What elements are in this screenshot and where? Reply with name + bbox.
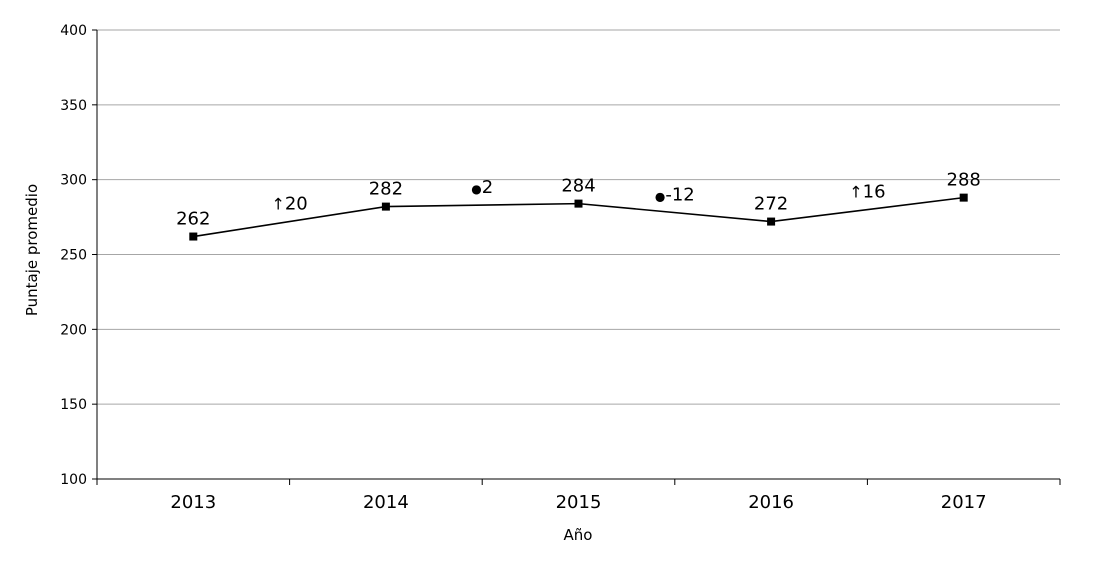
x-tick-label: 2016 — [748, 492, 794, 513]
y-tick-label: 100 — [60, 472, 87, 488]
data-label: 282 — [369, 179, 403, 200]
gridlines — [97, 29, 1060, 405]
y-tick-label: 300 — [60, 173, 87, 189]
data-label: 262 — [176, 209, 210, 230]
data-label: 284 — [561, 176, 595, 197]
change-value: 20 — [285, 194, 308, 215]
change-labels: ↑20●2 ●-12 ↑16 — [271, 177, 885, 214]
x-tick-label: 2017 — [941, 492, 987, 513]
y-tick-label: 200 — [60, 322, 87, 338]
axes — [92, 29, 1061, 485]
data-point-marker — [381, 202, 390, 211]
change-symbol: ↑ — [271, 195, 284, 214]
x-tick-label: 2015 — [556, 492, 602, 513]
data-labels: 262 282 284 272 288 — [176, 170, 981, 230]
x-axis-label: Año — [564, 526, 593, 544]
change-label: ●2 — [471, 177, 493, 198]
data-label: 272 — [754, 194, 788, 215]
change-symbol: ↑ — [849, 183, 862, 202]
data-label: 288 — [947, 170, 981, 191]
change-value: 16 — [863, 182, 886, 203]
data-point-marker — [189, 232, 198, 241]
series-line — [189, 193, 968, 241]
change-symbol: ● — [471, 182, 481, 196]
change-symbol: ● — [655, 190, 665, 204]
change-value: -12 — [665, 185, 694, 206]
data-point-marker — [767, 217, 776, 226]
x-tick-label: 2013 — [170, 492, 216, 513]
y-tick-label: 150 — [60, 397, 87, 413]
change-label: ↑16 — [849, 182, 885, 203]
change-label: ●-12 — [655, 185, 695, 206]
y-tick-label: 350 — [60, 98, 87, 114]
change-label: ↑20 — [271, 194, 307, 215]
data-point-marker — [959, 193, 968, 202]
y-axis-label: Puntaje promedio — [23, 184, 41, 316]
y-tick-labels: 100 150 200 250 300 350 400 — [60, 23, 87, 488]
y-tick-label: 400 — [60, 23, 87, 39]
x-tick-labels: 2013 2014 2015 2016 2017 — [170, 492, 986, 513]
data-point-marker — [574, 199, 583, 208]
change-value: 2 — [482, 177, 493, 198]
y-tick-label: 250 — [60, 248, 87, 264]
x-tick-label: 2014 — [363, 492, 409, 513]
